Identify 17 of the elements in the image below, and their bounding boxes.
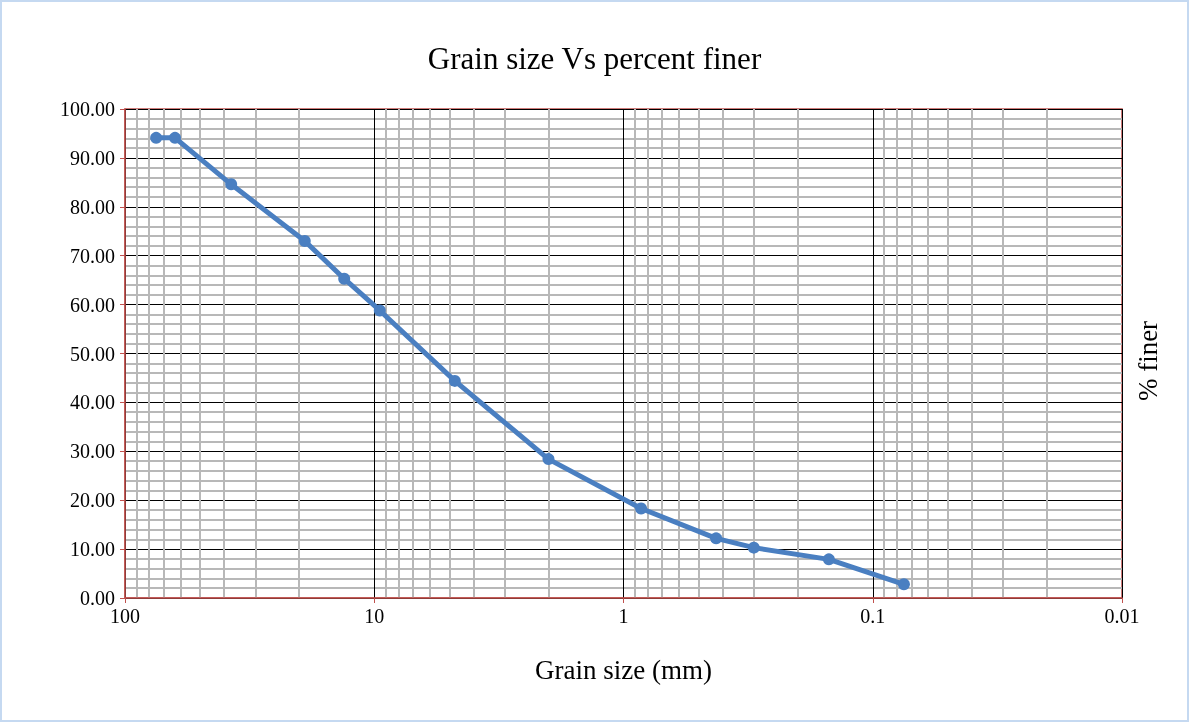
y-axis-title: % finer	[1132, 320, 1163, 402]
y-tick-label: 30.00	[70, 440, 115, 463]
x-axis-title: Grain size (mm)	[535, 654, 712, 685]
y-tick-label: 80.00	[70, 195, 115, 218]
y-tick-label: 20.00	[70, 489, 115, 512]
y-tick-label: 50.00	[70, 342, 115, 365]
x-tick-label: 0.1	[860, 605, 886, 627]
x-tick-label: 0.01	[1104, 605, 1140, 627]
chart-title: Grain size Vs percent finer	[427, 41, 762, 76]
y-tick-label: 90.00	[70, 146, 115, 169]
y-tick-label: 40.00	[70, 391, 115, 414]
y-tick-label: 60.00	[70, 293, 115, 316]
x-tick-label: 10	[364, 605, 385, 627]
y-tick-label: 70.00	[70, 244, 115, 267]
x-tick-label: 1	[618, 605, 629, 627]
y-tick-label: 10.00	[70, 538, 115, 561]
y-tick-label: 100.00	[60, 98, 115, 120]
